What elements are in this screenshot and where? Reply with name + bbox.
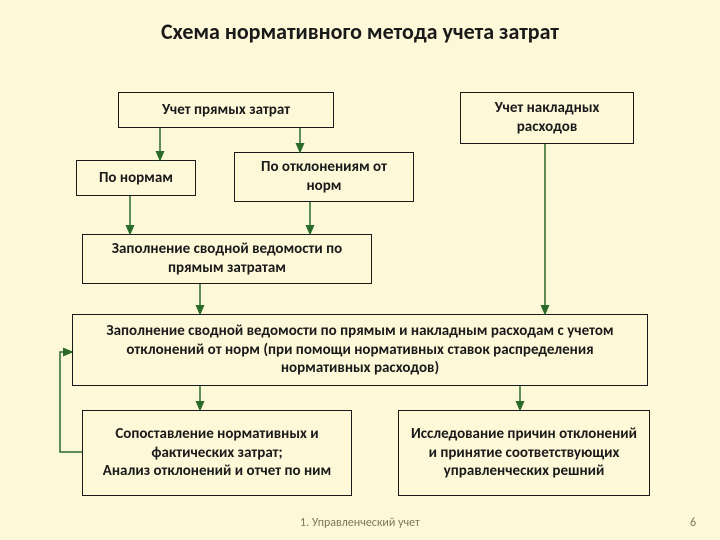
box-by-norms: По нормам	[76, 160, 196, 196]
box-research: Исследование причин отклонений и приняти…	[398, 410, 650, 496]
box-direct-costs: Учет прямых затрат	[118, 92, 334, 128]
box-by-deviations: По отклонениям от норм	[234, 152, 414, 202]
box-overhead-costs: Учет накладных расходов	[460, 92, 634, 144]
diagram-canvas: Схема нормативного метода учета затрат У…	[0, 0, 720, 540]
box-compare: Сопоставление нормативных и фактических …	[82, 410, 352, 496]
box-summary-full: Заполнение сводной ведомости по прямым и…	[72, 314, 648, 386]
footer-page-number: 6	[690, 516, 696, 530]
box-summary-direct: Заполнение сводной ведомости по прямым з…	[82, 234, 372, 284]
footer-center: 1. Управленческий учет	[300, 516, 420, 530]
diagram-title: Схема нормативного метода учета затрат	[0, 18, 720, 45]
